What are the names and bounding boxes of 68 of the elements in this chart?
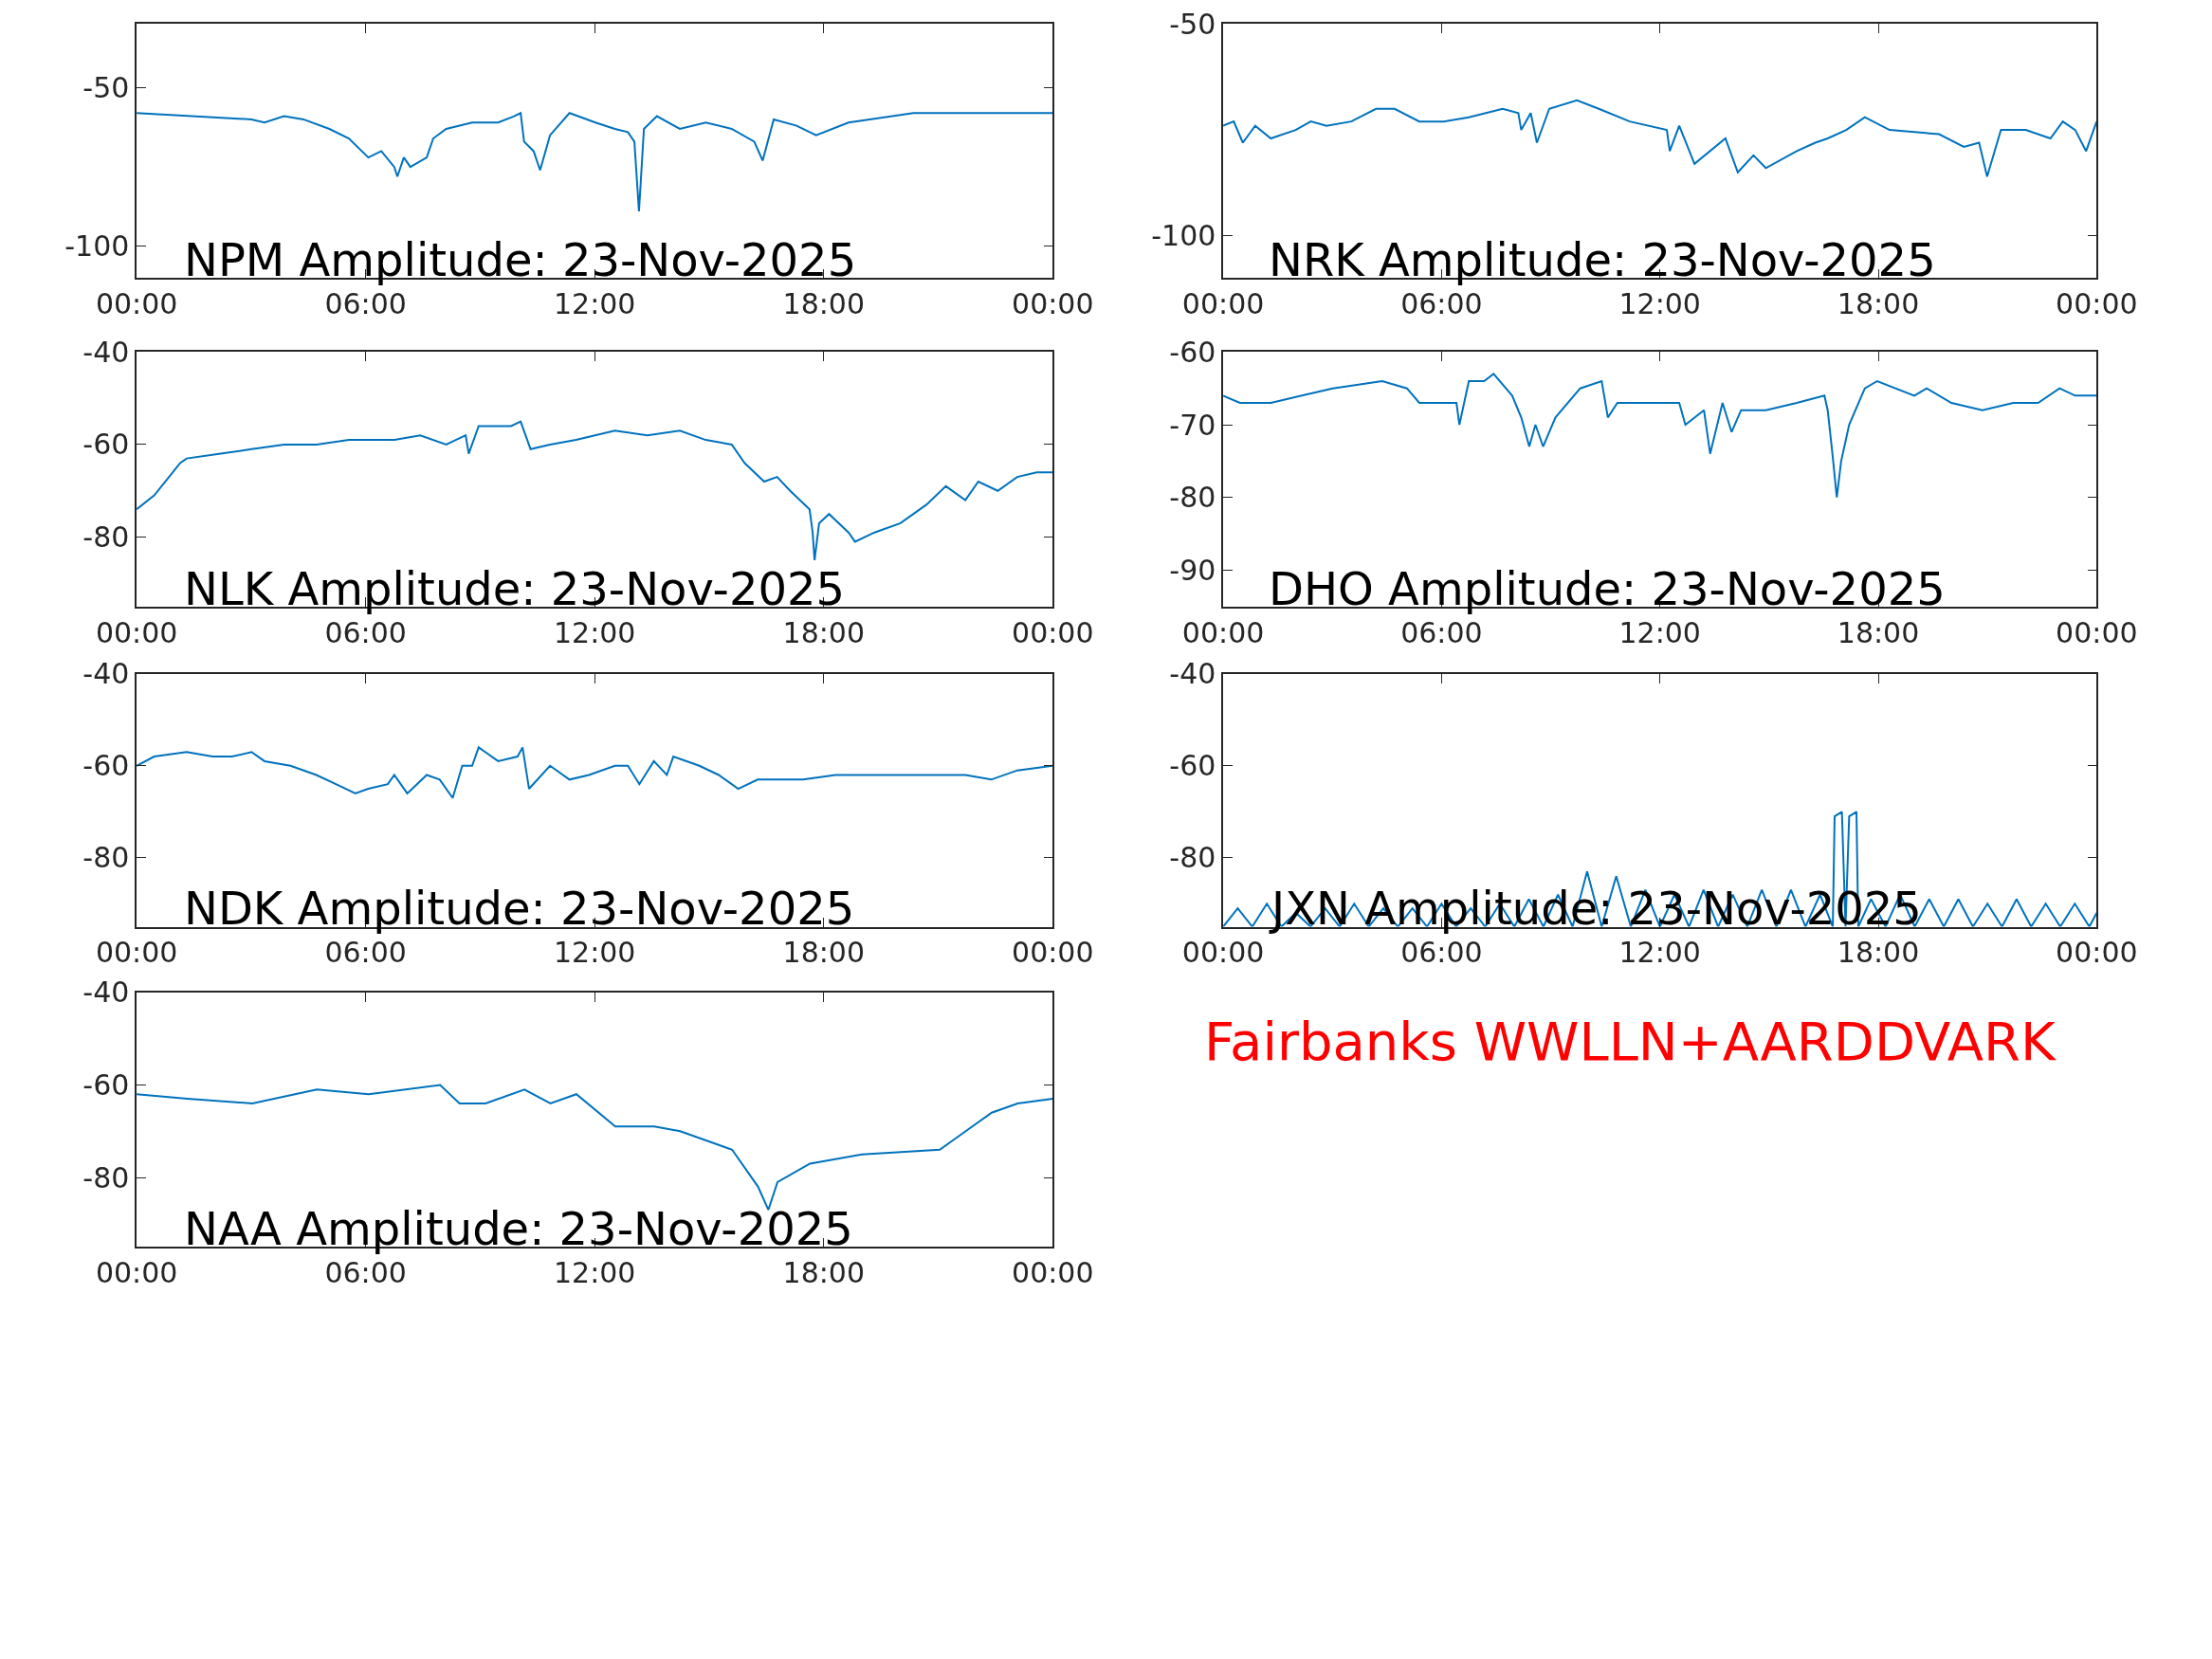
line-series <box>137 420 1053 561</box>
line-series <box>137 1084 1053 1212</box>
text: NPM Amplitude: 23-Nov-2025 <box>184 233 857 286</box>
x-tick-label: 12:00 <box>553 936 636 970</box>
text: NDK Amplitude: 23-Nov-2025 <box>184 882 855 935</box>
y-tick-label: -40 <box>82 975 130 1010</box>
x-tick-label: 00:00 <box>1012 615 1094 649</box>
y-tick-label: -60 <box>82 749 130 783</box>
x-tick-label: 06:00 <box>324 936 407 970</box>
x-tick-label: 00:00 <box>2056 287 2138 321</box>
x-tick-label: 00:00 <box>1012 936 1094 970</box>
x-tick-label: 00:00 <box>95 1256 178 1290</box>
line-series <box>1223 373 2097 499</box>
y-tick-label: -100 <box>64 229 130 264</box>
x-tick-label: 12:00 <box>1618 287 1701 321</box>
x-tick-label: 00:00 <box>1012 1256 1094 1290</box>
y-tick-label: -50 <box>1169 7 1216 41</box>
text: Fairbanks WWLLN+AARDDVARK <box>1204 1011 2057 1072</box>
x-tick-label: 06:00 <box>324 287 407 321</box>
x-tick-label: 00:00 <box>1012 287 1094 321</box>
x-tick-label: 18:00 <box>1837 615 1920 649</box>
x-tick-label: 00:00 <box>2056 615 2138 649</box>
x-tick-label: 12:00 <box>553 615 636 649</box>
y-tick-label: -90 <box>1169 553 1216 587</box>
x-tick-label: 00:00 <box>1181 936 1265 970</box>
y-tick-label: -80 <box>82 1160 130 1194</box>
x-tick-label: 18:00 <box>782 936 866 970</box>
text: NLK Amplitude: 23-Nov-2025 <box>184 562 846 615</box>
x-tick-label: 12:00 <box>553 287 636 321</box>
y-tick-label: -40 <box>1169 657 1216 691</box>
x-tick-label: 12:00 <box>1618 615 1701 649</box>
line-series <box>137 746 1053 799</box>
y-tick-label: -40 <box>82 657 130 691</box>
line-series <box>137 112 1053 213</box>
x-tick-label: 00:00 <box>95 936 178 970</box>
line-series <box>1223 99 2097 178</box>
x-tick-label: 12:00 <box>1618 936 1701 970</box>
y-tick-label: -70 <box>1169 408 1216 442</box>
x-tick-label: 18:00 <box>1837 936 1920 970</box>
y-tick-label: -80 <box>1169 841 1216 875</box>
x-tick-label: 00:00 <box>1181 615 1265 649</box>
y-tick-label: -60 <box>82 1067 130 1102</box>
y-tick-label: -60 <box>82 428 130 462</box>
y-tick-label: -80 <box>82 520 130 555</box>
y-tick-label: -60 <box>1169 749 1216 783</box>
x-tick-label: 00:00 <box>1181 287 1265 321</box>
y-tick-label: -40 <box>82 335 130 369</box>
x-tick-label: 06:00 <box>1400 936 1483 970</box>
x-tick-label: 18:00 <box>782 1256 866 1290</box>
y-tick-label: -80 <box>82 841 130 875</box>
y-tick-label: -50 <box>82 70 130 104</box>
x-tick-label: 00:00 <box>2056 936 2138 970</box>
x-tick-label: 06:00 <box>324 615 407 649</box>
x-tick-label: 00:00 <box>95 615 178 649</box>
y-tick-label: -100 <box>1151 219 1216 253</box>
y-tick-label: -60 <box>1169 335 1216 369</box>
x-tick-label: 12:00 <box>553 1256 636 1290</box>
text: DHO Amplitude: 23-Nov-2025 <box>1269 562 1946 615</box>
text: NRK Amplitude: 23-Nov-2025 <box>1269 233 1936 286</box>
x-tick-label: 06:00 <box>324 1256 407 1290</box>
text: NAA Amplitude: 23-Nov-2025 <box>184 1202 853 1255</box>
y-tick-label: -80 <box>1169 481 1216 515</box>
x-tick-label: 06:00 <box>1400 287 1483 321</box>
x-tick-label: 06:00 <box>1400 615 1483 649</box>
x-tick-label: 18:00 <box>782 615 866 649</box>
x-tick-label: 00:00 <box>95 287 178 321</box>
x-tick-label: 18:00 <box>1837 287 1920 321</box>
x-tick-label: 18:00 <box>782 287 866 321</box>
